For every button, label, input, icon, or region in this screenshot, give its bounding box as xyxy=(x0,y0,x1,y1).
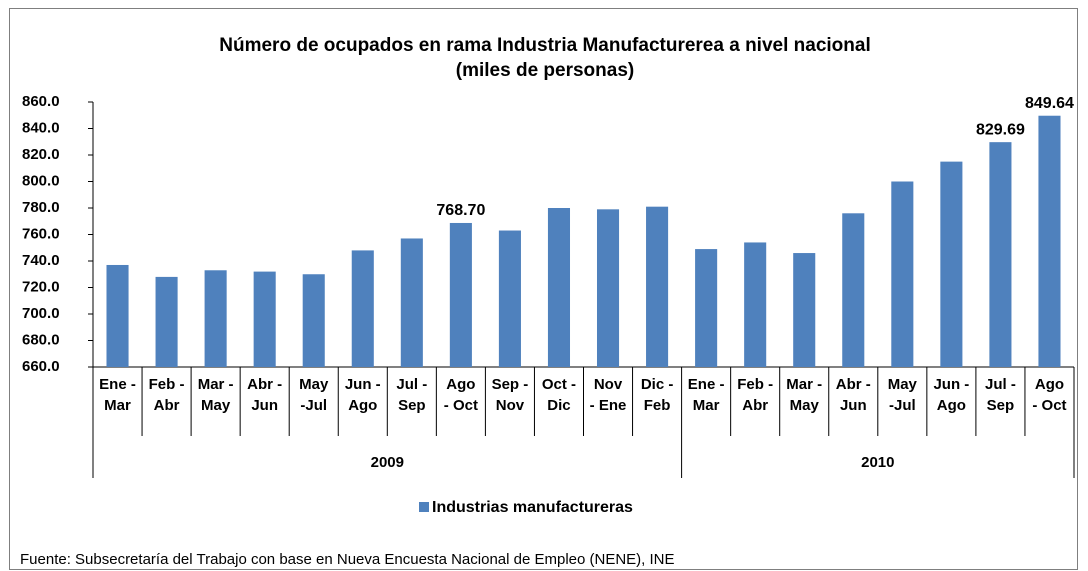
x-tick-label: May xyxy=(888,376,918,393)
y-tick-label: 780.0 xyxy=(22,199,60,216)
x-tick-label: Ene - xyxy=(688,376,725,393)
x-tick-label: Oct - xyxy=(542,376,576,393)
source-note: Fuente: Subsecretaría del Trabajo con ba… xyxy=(20,551,675,568)
bar xyxy=(106,264,129,367)
y-tick-label: 720.0 xyxy=(22,278,60,295)
bar xyxy=(940,161,963,367)
data-label: 829.69 xyxy=(976,121,1025,138)
x-tick-label: Mar xyxy=(104,397,131,414)
x-tick-label: Feb xyxy=(644,397,671,414)
x-tick-label: Sep xyxy=(398,397,426,414)
bar xyxy=(596,209,620,367)
legend-label: Industrias manufactureras xyxy=(432,499,633,516)
x-tick-label: Jun xyxy=(840,397,867,414)
y-tick-label: 740.0 xyxy=(22,252,60,269)
x-tick-label: - Ene xyxy=(590,397,627,414)
bar xyxy=(547,208,571,367)
x-tick-label: May xyxy=(299,376,329,393)
x-tick-label: Abr xyxy=(742,397,768,414)
bar xyxy=(744,242,767,367)
y-tick-label: 860.0 xyxy=(22,93,60,110)
x-tick-label: Jun xyxy=(251,397,278,414)
x-tick-label: -Jul xyxy=(300,397,327,414)
x-tick-label: Ago xyxy=(348,397,377,414)
y-tick-label: 660.0 xyxy=(22,358,60,375)
x-tick-label: - Oct xyxy=(444,397,478,414)
x-tick-label: Ago xyxy=(1035,376,1064,393)
y-tick-label: 840.0 xyxy=(22,119,60,136)
bar xyxy=(204,270,227,367)
y-tick-label: 820.0 xyxy=(22,146,60,163)
x-tick-label: Ene - xyxy=(99,376,136,393)
x-tick-label: Mar xyxy=(693,397,720,414)
bar xyxy=(400,238,423,367)
x-tick-label: Mar - xyxy=(198,376,234,393)
x-tick-label: Sep xyxy=(987,397,1015,414)
x-tick-label: Nov xyxy=(594,376,623,393)
bar xyxy=(695,249,718,367)
x-tick-label: Abr - xyxy=(836,376,871,393)
bar xyxy=(302,274,325,367)
data-label: 768.70 xyxy=(436,202,485,219)
x-tick-label: May xyxy=(201,397,231,414)
chart-title: Número de ocupados en rama Industria Man… xyxy=(219,35,870,56)
x-tick-label: Ago xyxy=(446,376,475,393)
x-tick-label: Feb - xyxy=(149,376,185,393)
x-tick-label: Jul - xyxy=(396,376,427,393)
legend-swatch xyxy=(419,502,429,512)
x-tick-label: Mar - xyxy=(786,376,822,393)
bar xyxy=(1038,115,1061,368)
y-tick-label: 800.0 xyxy=(22,172,60,189)
x-tick-label: Jun - xyxy=(933,376,969,393)
bar xyxy=(842,213,865,367)
bar xyxy=(155,276,178,367)
x-tick-label: Jul - xyxy=(985,376,1016,393)
bar xyxy=(253,271,276,367)
x-tick-label: Jun - xyxy=(345,376,381,393)
x-tick-label: - Oct xyxy=(1032,397,1066,414)
bar xyxy=(449,222,472,367)
x-tick-label: Feb - xyxy=(737,376,773,393)
group-label: 2010 xyxy=(861,454,894,471)
x-tick-label: Abr - xyxy=(247,376,282,393)
x-tick-label: May xyxy=(790,397,820,414)
bar xyxy=(793,253,816,367)
x-tick-label: Nov xyxy=(496,397,525,414)
y-tick-label: 760.0 xyxy=(22,225,60,242)
y-tick-label: 680.0 xyxy=(22,331,60,348)
data-label: 849.64 xyxy=(1025,95,1074,112)
bar xyxy=(498,230,521,367)
x-tick-label: -Jul xyxy=(889,397,916,414)
bar xyxy=(989,142,1012,367)
x-tick-label: Ago xyxy=(937,397,966,414)
chart-subtitle: (miles de personas) xyxy=(456,60,634,81)
x-tick-label: Dic - xyxy=(641,376,674,393)
bar xyxy=(646,206,669,367)
bar xyxy=(891,181,914,367)
y-tick-label: 700.0 xyxy=(22,305,60,322)
x-tick-label: Abr xyxy=(154,397,180,414)
bar xyxy=(351,250,374,367)
group-label: 2009 xyxy=(371,454,404,471)
x-tick-label: Sep - xyxy=(492,376,529,393)
x-tick-label: Dic xyxy=(547,397,570,414)
